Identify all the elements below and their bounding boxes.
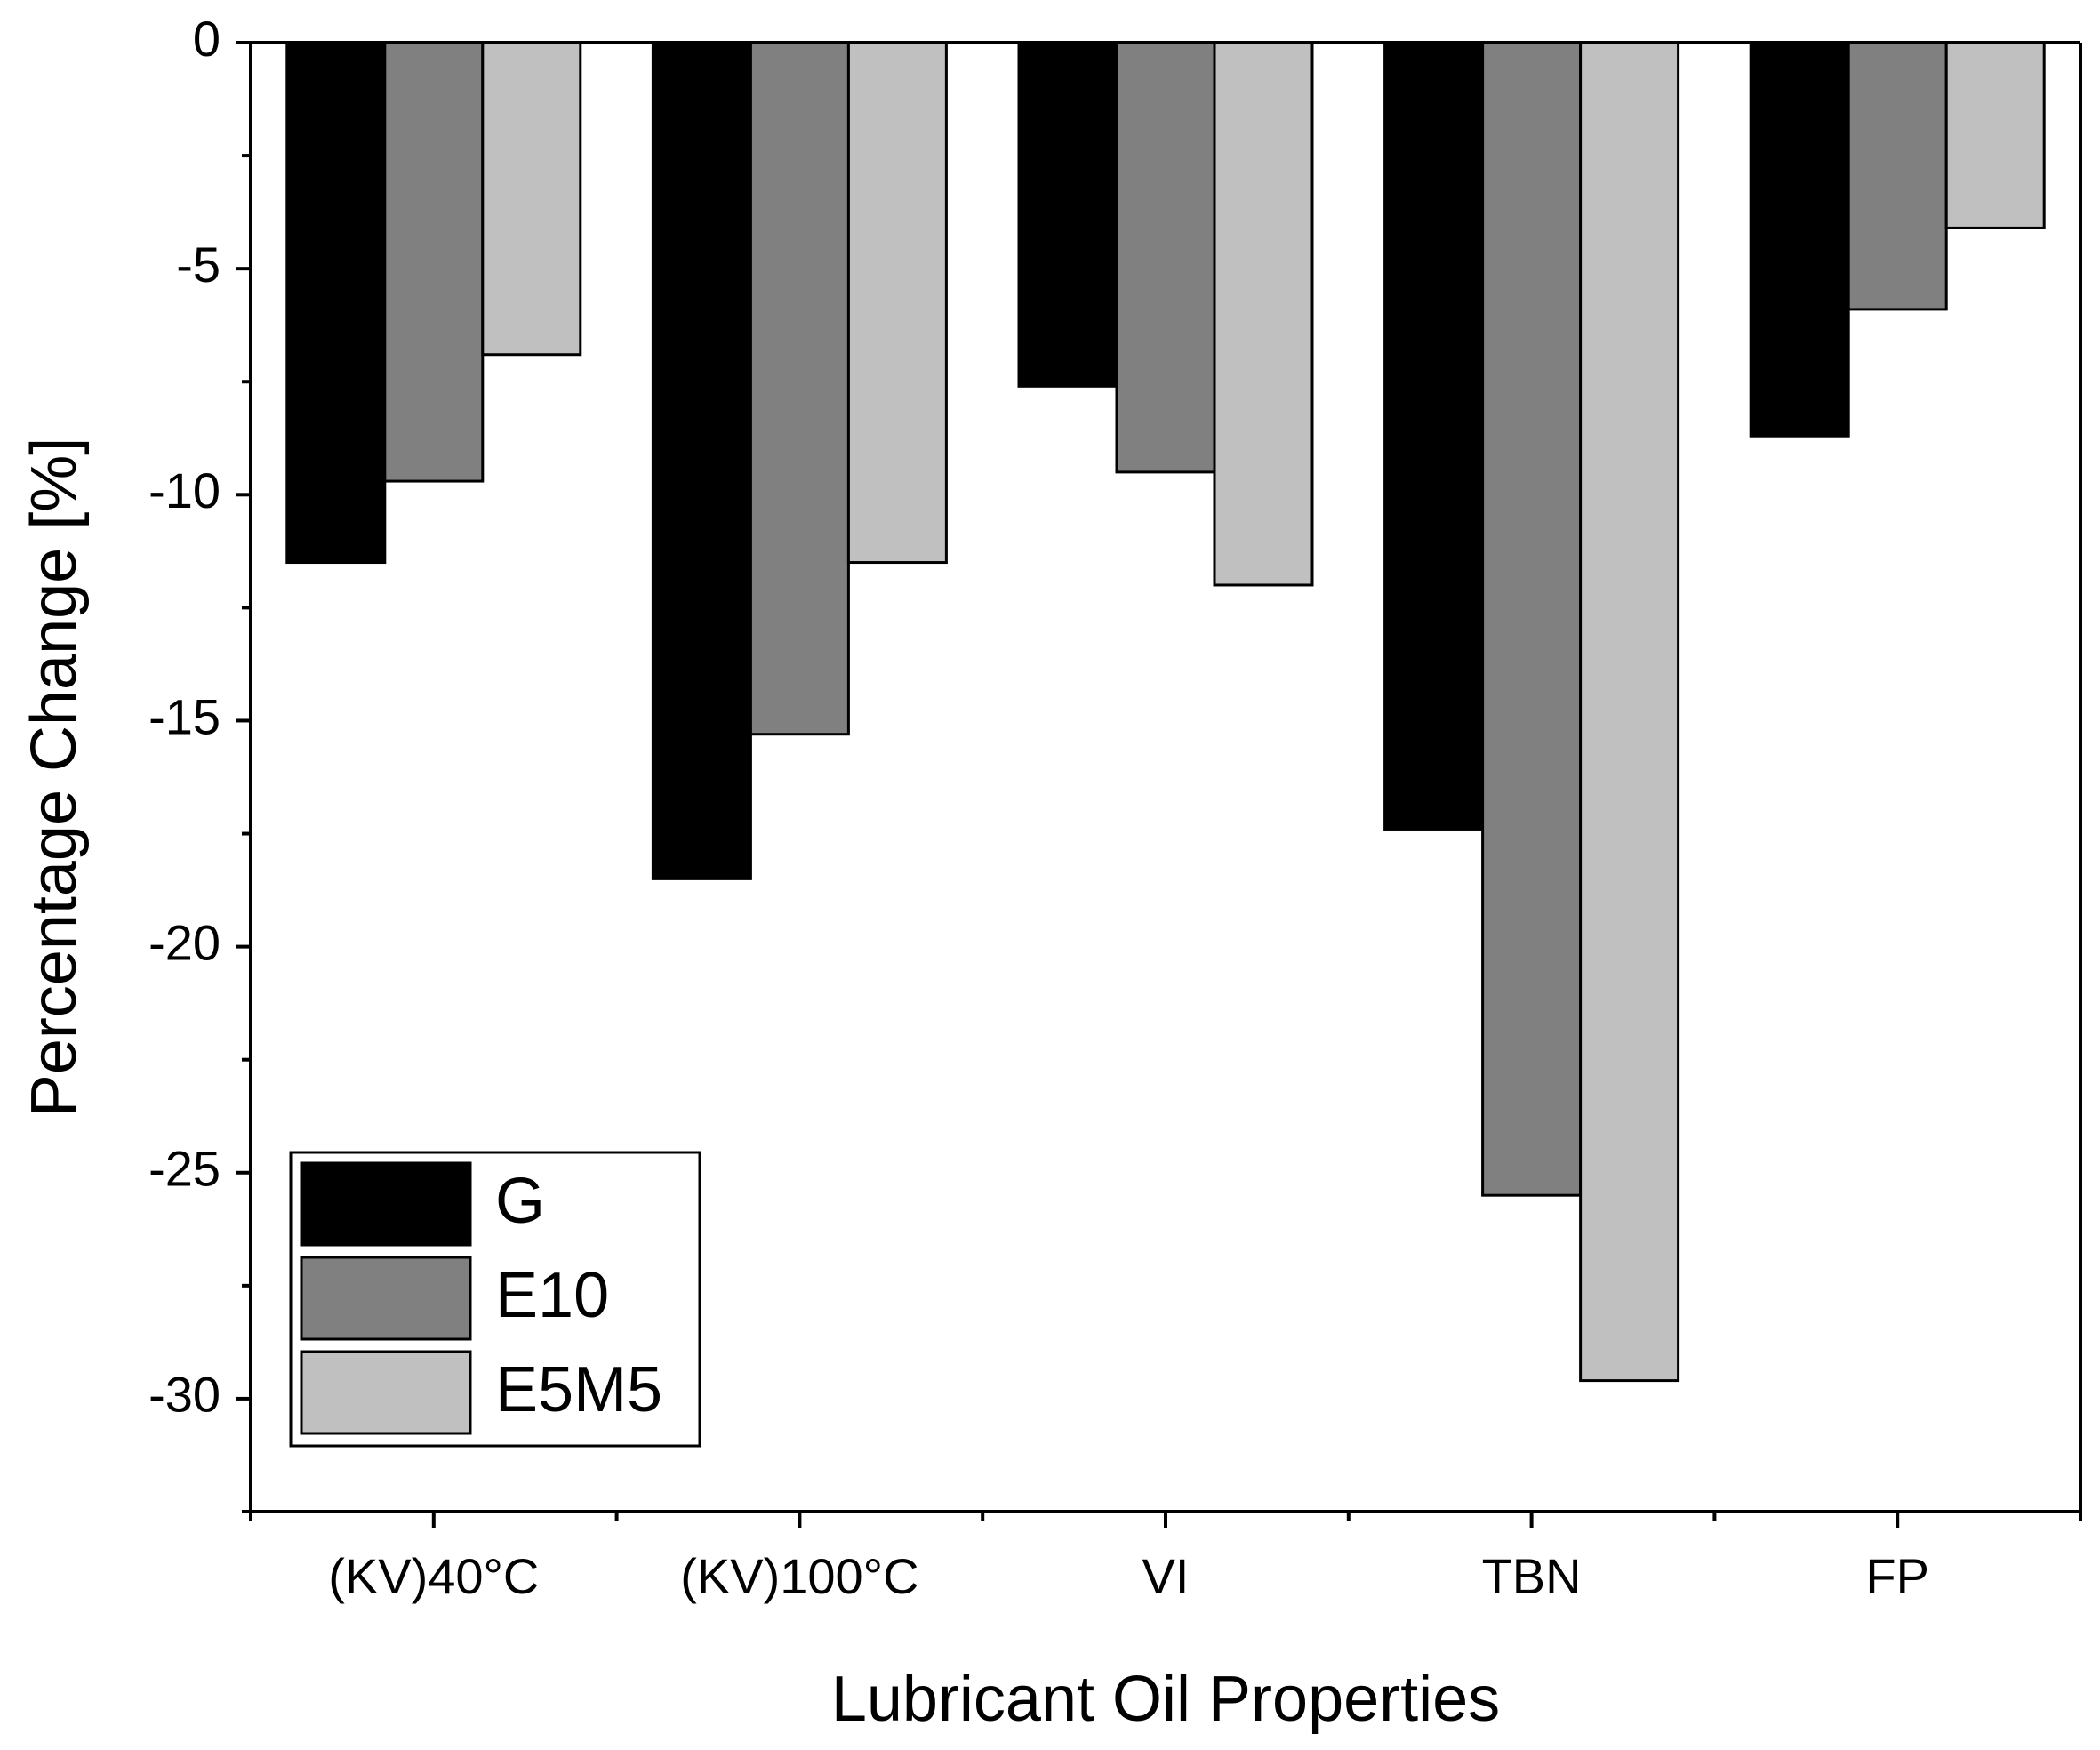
y-axis-title: Percentage Change [%] [19, 438, 90, 1118]
bar-e5m5-4 [1944, 41, 2046, 229]
bar-g-0 [285, 41, 387, 565]
legend: G E10 E5M5 [289, 1151, 701, 1448]
legend-swatch-e10 [300, 1256, 472, 1341]
bar-e10-1 [749, 41, 850, 736]
bar-g-4 [1749, 41, 1850, 438]
bar-e5m5-2 [1213, 41, 1314, 587]
legend-swatch-g [300, 1161, 472, 1247]
bar-e5m5-0 [481, 41, 582, 357]
x-tick-label: TBN [1482, 1548, 1582, 1604]
bar-e5m5-3 [1579, 41, 1680, 1383]
bar-e10-4 [1847, 41, 1948, 311]
bar-g-2 [1017, 41, 1118, 388]
y-tick-label: 0 [193, 11, 220, 67]
x-tick-label: FP [1865, 1548, 1929, 1604]
bar-e5m5-1 [846, 41, 948, 565]
y-tick-label: -10 [148, 462, 220, 518]
bar-e10-2 [1115, 41, 1216, 474]
x-tick-label: VI [1142, 1548, 1190, 1604]
bar-g-1 [651, 41, 752, 880]
legend-swatch-e5m5 [300, 1350, 472, 1435]
axes-group: 0 -5 -10 -15 -20 -25 -30 (KV)40°C (KV)100°C VI TBN… [19, 11, 2082, 1735]
bar-e10-0 [383, 41, 485, 483]
y-tick-label: -5 [176, 237, 220, 293]
bars-group [285, 41, 2046, 1383]
x-axis-title: Lubricant Oil Properties [831, 1664, 1500, 1735]
x-tick-label: (KV)40°C [328, 1548, 539, 1604]
y-tick-label: -15 [148, 688, 220, 744]
bar-e10-3 [1481, 41, 1583, 1197]
y-tick-label: -20 [148, 914, 220, 970]
legend-label-e10: E10 [495, 1260, 609, 1331]
y-tick-label: -25 [148, 1141, 220, 1197]
legend-label-g: G [495, 1166, 545, 1237]
x-tick-label: (KV)100°C [680, 1548, 918, 1604]
bar-g-3 [1383, 41, 1485, 831]
y-tick-label: -30 [148, 1367, 220, 1423]
legend-label-e5m5: E5M5 [495, 1354, 662, 1425]
